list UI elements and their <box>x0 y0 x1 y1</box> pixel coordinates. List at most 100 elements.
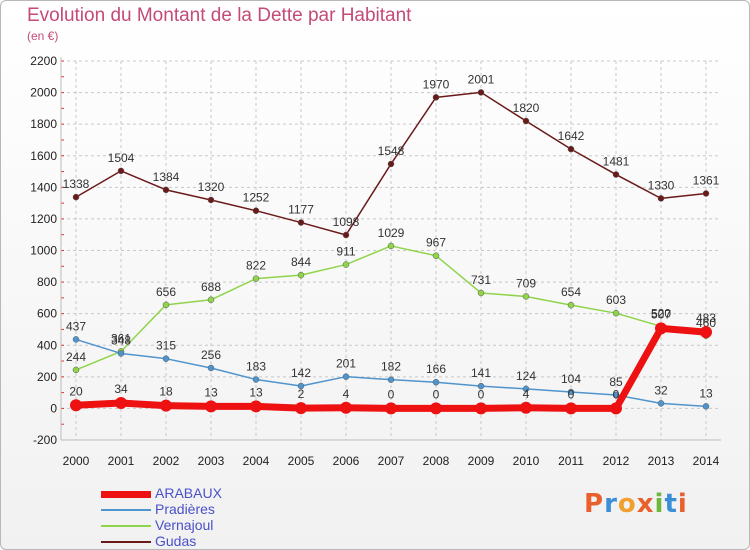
data-point-pradieres <box>297 382 305 390</box>
data-point-pradieres <box>162 355 170 362</box>
data-point-vernajoul <box>342 261 350 268</box>
data-label-pradieres: 124 <box>516 369 536 383</box>
legend-label-vernajoul: Vernajoul <box>155 517 214 533</box>
data-point-gudas <box>522 117 530 125</box>
x-tick-label: 2000 <box>63 454 90 468</box>
data-label-arabaux: 2 <box>298 387 305 401</box>
x-tick-label: 2003 <box>198 454 225 468</box>
chart-title: Evolution du Montant de la Dette par Hab… <box>27 5 412 26</box>
data-label-vernajoul: 1029 <box>378 226 405 240</box>
data-point-vernajoul <box>477 289 485 297</box>
x-tick-label: 2006 <box>333 454 360 468</box>
data-point-gudas <box>657 195 665 202</box>
data-label-pradieres: 85 <box>609 375 623 389</box>
legend-swatch-gudas <box>101 541 151 543</box>
x-tick-label: 2012 <box>603 454 630 468</box>
data-label-pradieres: 32 <box>654 383 668 397</box>
data-point-pradieres <box>522 385 530 393</box>
data-label-vernajoul: 520 <box>651 306 671 320</box>
data-label-gudas: 1361 <box>693 173 720 187</box>
data-point-pradieres <box>612 391 620 399</box>
legend-swatch-pradieres <box>101 509 151 511</box>
data-label-gudas: 1384 <box>153 170 180 184</box>
data-label-pradieres: 201 <box>336 357 356 371</box>
data-label-vernajoul: 654 <box>561 285 581 299</box>
data-point-vernajoul <box>567 301 575 309</box>
x-tick-label: 2010 <box>513 454 540 468</box>
data-label-arabaux: 483 <box>696 311 716 325</box>
data-point-pradieres <box>72 336 80 343</box>
data-point-pradieres <box>477 382 485 390</box>
data-point-gudas <box>162 186 170 194</box>
data-label-arabaux: 0 <box>388 387 395 401</box>
x-tick-label: 2011 <box>558 454 584 468</box>
data-label-pradieres: 315 <box>156 339 176 353</box>
data-point-pradieres <box>387 376 395 383</box>
data-label-gudas: 1338 <box>63 177 90 191</box>
data-label-pradieres: 104 <box>561 372 581 386</box>
y-tick-label: 1800 <box>30 117 57 131</box>
y-tick-label: 2200 <box>30 54 57 68</box>
data-label-gudas: 1177 <box>288 203 314 217</box>
data-label-vernajoul: 688 <box>201 280 221 294</box>
data-point-vernajoul <box>162 301 170 309</box>
data-label-pradieres: 13 <box>699 386 713 400</box>
proxiti-logo: Proxiti <box>584 489 688 519</box>
data-point-vernajoul <box>207 296 215 304</box>
data-label-arabaux: 0 <box>478 387 485 401</box>
data-label-arabaux: 4 <box>523 387 530 401</box>
data-point-arabaux <box>430 402 442 415</box>
x-tick-label: 2002 <box>153 454 180 468</box>
data-point-arabaux <box>655 322 667 335</box>
data-label-vernajoul: 911 <box>336 245 355 259</box>
data-label-vernajoul: 603 <box>606 293 626 307</box>
data-label-pradieres: 141 <box>471 366 491 380</box>
data-point-gudas <box>117 167 125 175</box>
y-tick-label: 1000 <box>30 244 57 258</box>
legend-swatch-arabaux <box>101 491 151 498</box>
data-label-arabaux: 0 <box>613 387 620 401</box>
legend-item-arabaux: ARABAUX <box>101 485 301 502</box>
data-point-arabaux <box>385 402 397 415</box>
y-tick-label: 2000 <box>30 86 57 100</box>
data-label-gudas: 1504 <box>108 151 135 165</box>
data-label-arabaux: 4 <box>343 387 350 401</box>
data-point-pradieres <box>252 376 260 383</box>
data-label-arabaux: 507 <box>651 307 671 321</box>
data-point-arabaux <box>115 397 127 410</box>
data-label-pradieres: 166 <box>426 362 446 376</box>
data-point-arabaux <box>340 401 352 414</box>
data-point-gudas <box>72 193 80 201</box>
data-label-vernajoul: 244 <box>66 350 86 364</box>
y-tick-label: -200 <box>33 433 57 447</box>
legend-label-gudas: Gudas <box>155 533 197 549</box>
data-point-pradieres <box>702 403 710 410</box>
legend-item-pradieres: Pradières <box>101 501 301 518</box>
data-label-vernajoul: 709 <box>516 276 536 290</box>
data-point-gudas <box>207 196 215 204</box>
data-point-pradieres <box>432 378 440 386</box>
data-label-arabaux: 34 <box>114 382 128 396</box>
data-label-gudas: 1548 <box>378 144 405 158</box>
x-tick-label: 2001 <box>108 454 135 468</box>
data-point-pradieres <box>342 373 350 380</box>
data-point-gudas <box>387 160 395 168</box>
data-label-gudas: 1330 <box>648 178 675 192</box>
data-label-vernajoul: 822 <box>246 259 266 273</box>
data-label-vernajoul: 844 <box>291 255 311 269</box>
x-tick-label: 2007 <box>378 454 405 468</box>
data-label-pradieres: 437 <box>66 319 86 333</box>
data-point-gudas <box>567 145 575 153</box>
x-tick-label: 2005 <box>288 454 315 468</box>
legend: ARABAUX Pradières Vernajoul Gudas <box>101 485 301 549</box>
x-tick-label: 2013 <box>648 454 675 468</box>
legend-item-vernajoul: Vernajoul <box>101 517 301 534</box>
data-label-pradieres: 182 <box>381 360 401 374</box>
data-label-gudas: 1970 <box>423 77 450 91</box>
y-tick-label: 1600 <box>30 149 57 163</box>
data-label-gudas: 1642 <box>558 129 585 143</box>
data-point-pradieres <box>657 400 665 407</box>
data-point-vernajoul <box>252 275 260 282</box>
